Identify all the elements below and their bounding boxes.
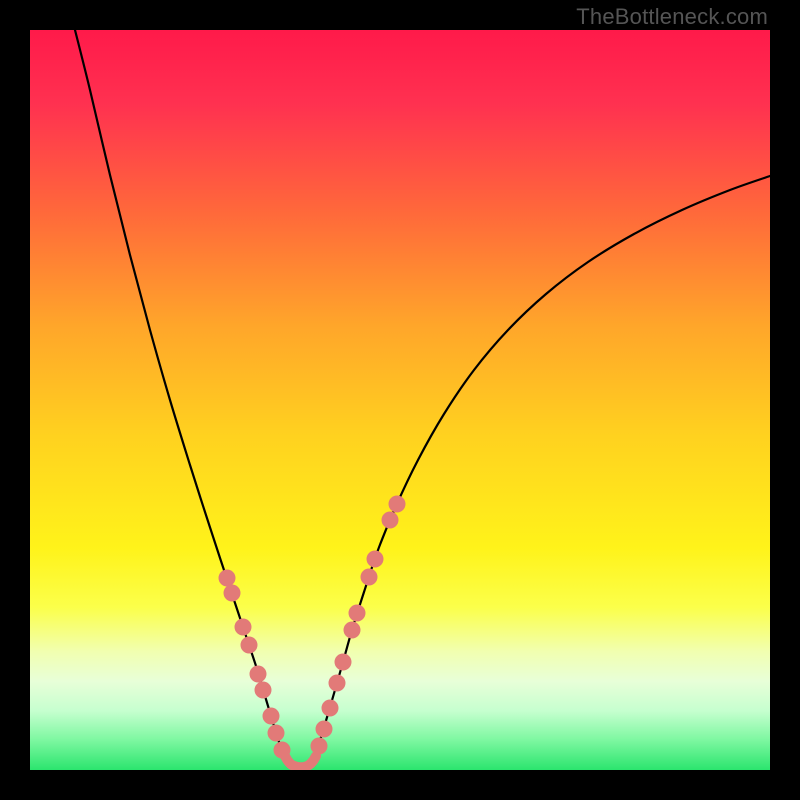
marker-dot <box>250 666 267 683</box>
marker-dot <box>255 682 272 699</box>
marker-dot <box>367 551 384 568</box>
marker-dot <box>389 496 406 513</box>
watermark-text: TheBottleneck.com <box>576 4 768 30</box>
marker-cluster-right <box>311 496 406 755</box>
chart-frame: TheBottleneck.com <box>0 0 800 800</box>
marker-dot <box>224 585 241 602</box>
curve-layer <box>30 30 770 770</box>
marker-dot <box>311 738 328 755</box>
marker-dot <box>382 512 399 529</box>
bottleneck-vertex-arc <box>285 756 316 767</box>
marker-dot <box>316 721 333 738</box>
plot-area <box>30 30 770 770</box>
marker-dot <box>322 700 339 717</box>
marker-dot <box>263 708 280 725</box>
marker-dot <box>241 637 258 654</box>
marker-dot <box>274 742 291 759</box>
marker-dot <box>329 675 346 692</box>
marker-dot <box>219 570 236 587</box>
marker-dot <box>349 605 366 622</box>
marker-dot <box>361 569 378 586</box>
marker-dot <box>268 725 285 742</box>
bottleneck-curve-left <box>75 30 287 762</box>
bottleneck-curve-right <box>313 176 770 762</box>
marker-dot <box>335 654 352 671</box>
marker-dot <box>344 622 361 639</box>
marker-dot <box>235 619 252 636</box>
